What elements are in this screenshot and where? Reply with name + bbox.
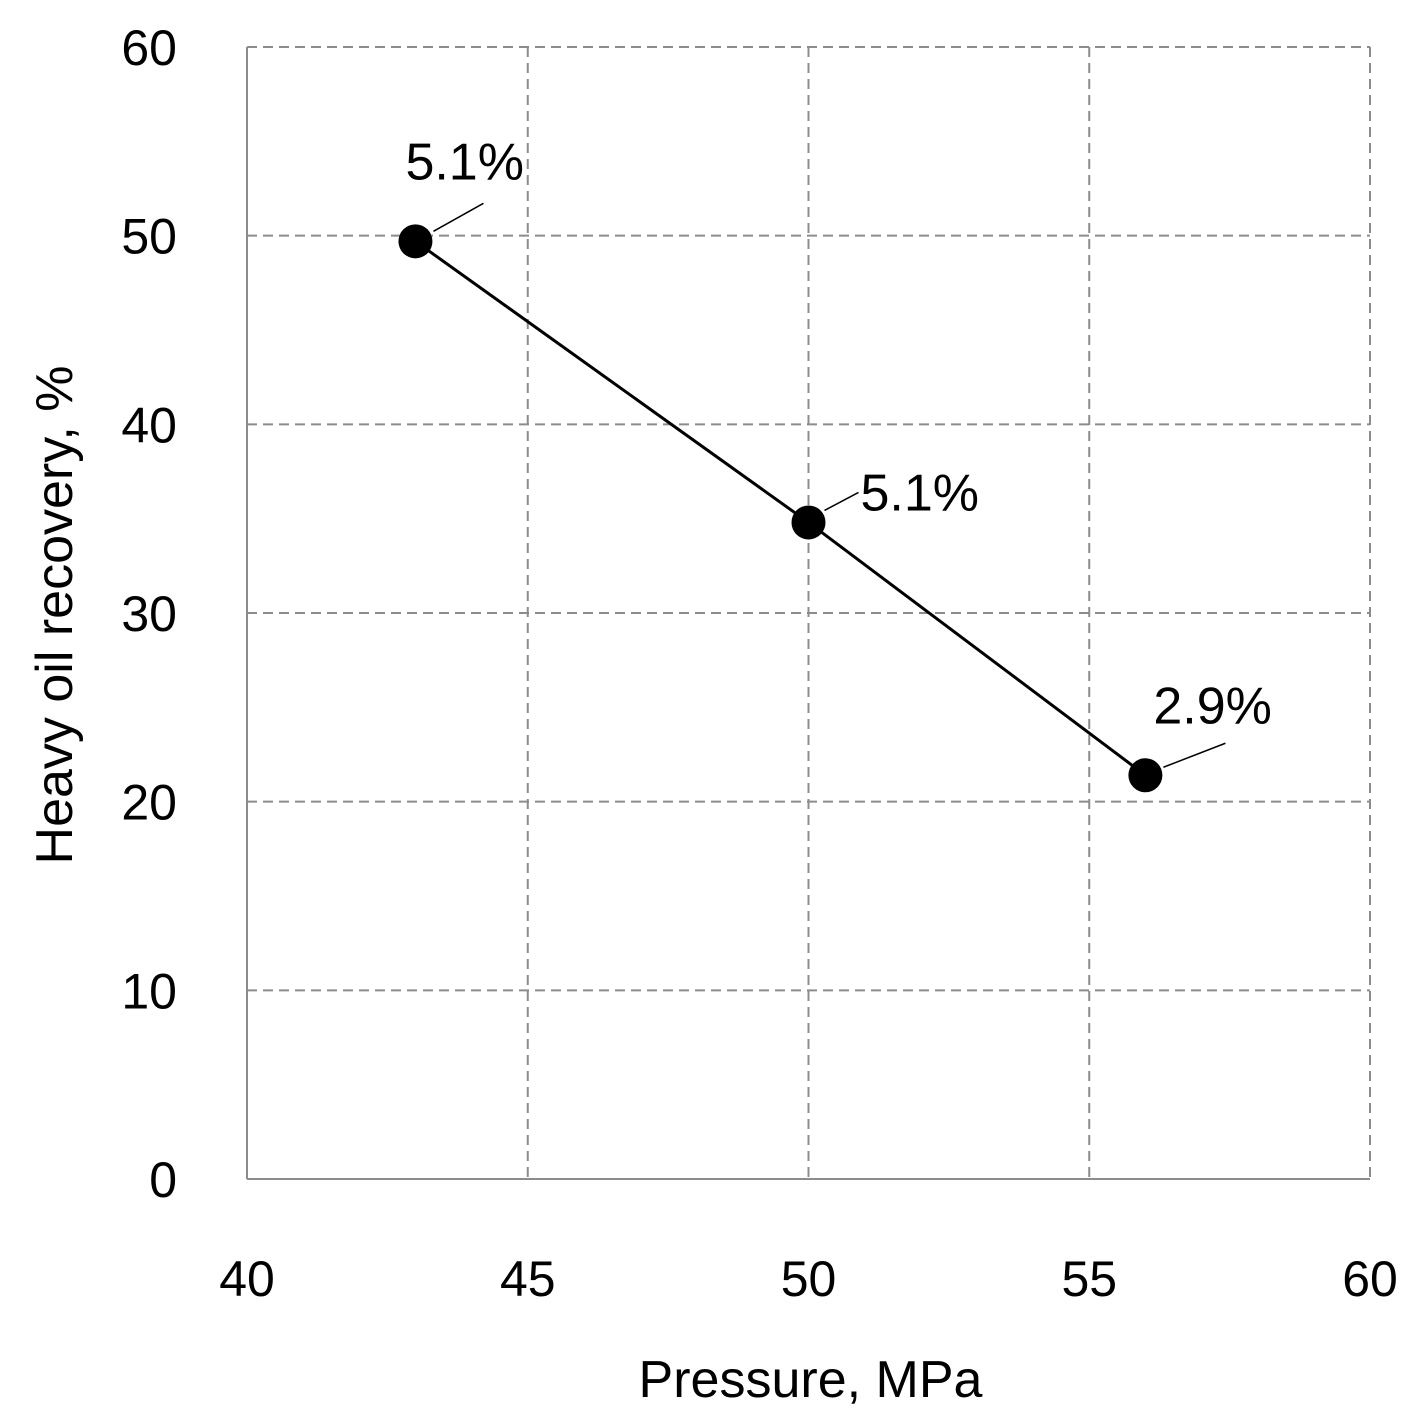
- x-tick-label: 55: [1061, 1251, 1117, 1307]
- y-tick-label: 50: [121, 209, 177, 265]
- y-tick-label: 0: [149, 1152, 177, 1208]
- series: [398, 224, 1163, 793]
- y-tick-label: 10: [121, 963, 177, 1019]
- y-tick-label: 40: [121, 397, 177, 453]
- data-label: 5.1%: [405, 133, 524, 191]
- x-tick-label: 60: [1342, 1251, 1398, 1307]
- y-tick-label: 20: [121, 775, 177, 831]
- y-axis-tick-labels: 0 10 20 30 40 50 60: [121, 20, 177, 1208]
- y-tick-label: 30: [121, 586, 177, 642]
- x-axis-tick-labels: 40 45 50 55 60: [219, 1251, 1398, 1307]
- data-label: 2.9%: [1153, 677, 1272, 735]
- data-label-leader: [433, 202, 484, 232]
- data-labels: 5.1% 5.1% 2.9%: [405, 133, 1272, 768]
- x-tick-label: 50: [781, 1251, 837, 1307]
- data-point: [791, 505, 826, 540]
- data-label: 5.1%: [861, 464, 980, 522]
- y-tick-label: 60: [121, 20, 177, 76]
- series-line: [414, 240, 1147, 777]
- x-tick-label: 45: [500, 1251, 556, 1307]
- x-tick-label: 40: [219, 1251, 275, 1307]
- grid: [246, 46, 1371, 1180]
- data-label-leader: [1163, 742, 1226, 768]
- x-axis-label: Pressure, MPa: [639, 1351, 983, 1409]
- data-point: [398, 224, 433, 259]
- data-point: [1128, 758, 1163, 793]
- y-axis-label: Heavy oil recovery, %: [26, 366, 84, 865]
- data-label-leader: [824, 491, 859, 512]
